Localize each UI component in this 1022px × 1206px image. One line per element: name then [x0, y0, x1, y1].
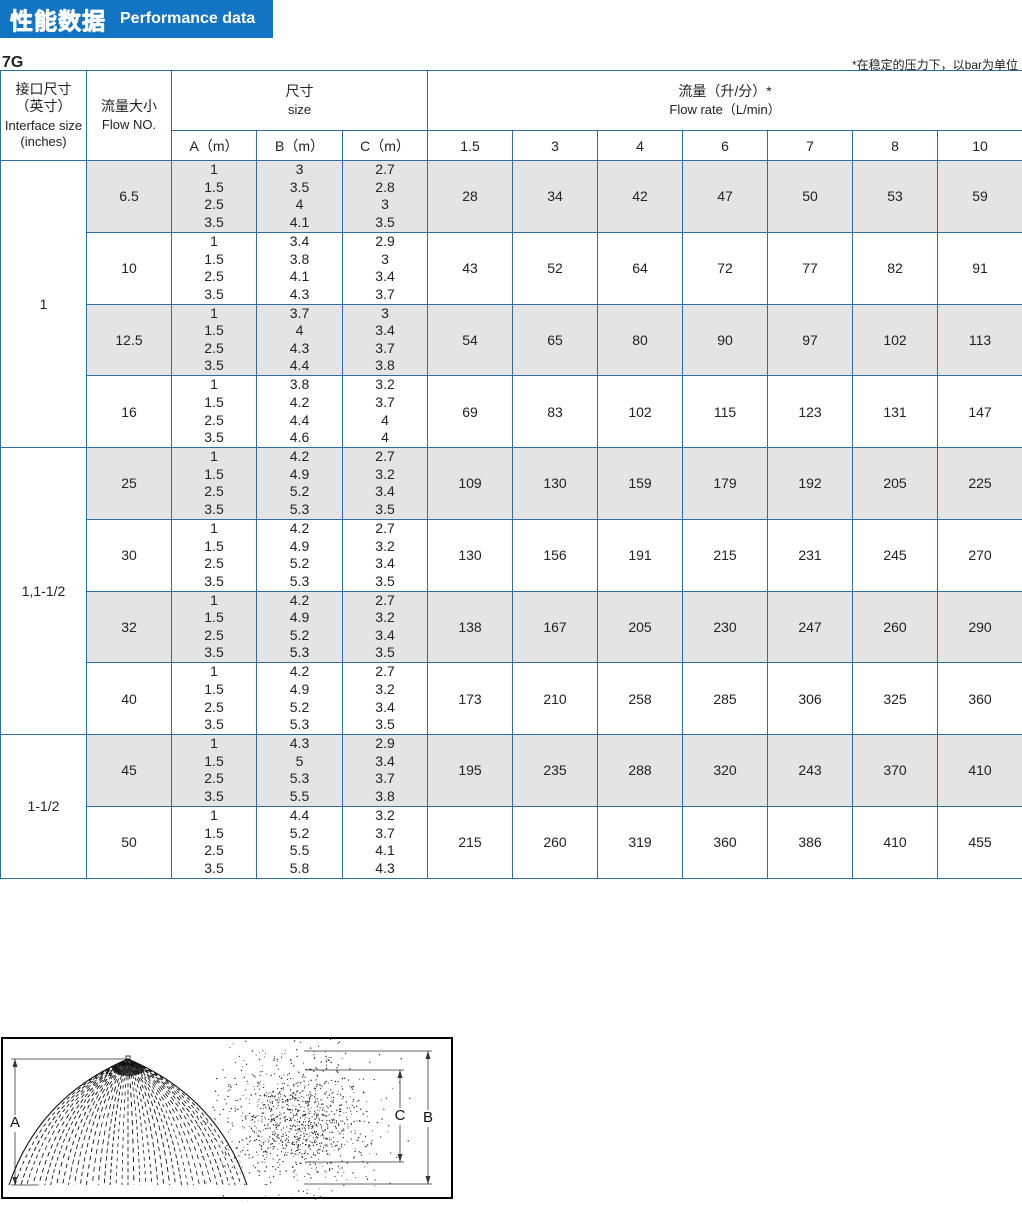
svg-text:C: C	[395, 1107, 406, 1124]
svg-text:A: A	[10, 1114, 20, 1131]
svg-text:B: B	[423, 1109, 433, 1126]
